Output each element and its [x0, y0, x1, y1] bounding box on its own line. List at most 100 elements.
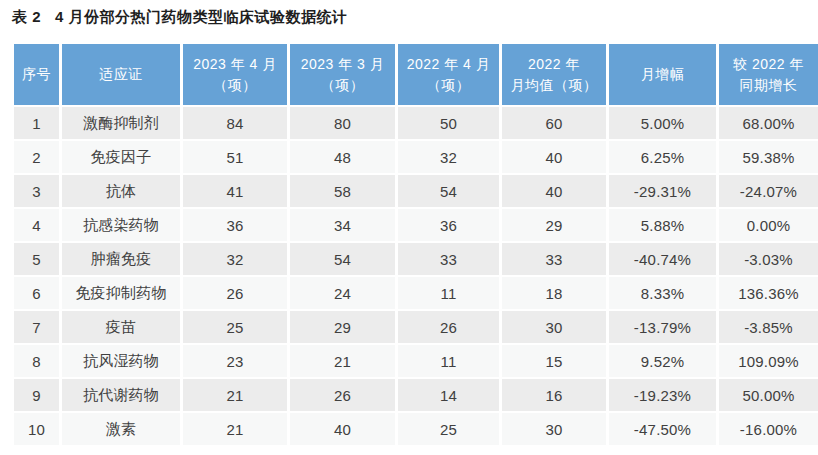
- table-row: 5 肿瘤免疫 32 54 33 33 -40.74% -3.03%: [14, 243, 818, 275]
- cell-index: 4: [14, 209, 59, 241]
- cell-mom-growth: 8.33%: [609, 277, 716, 309]
- cell-2022-avg: 60: [502, 107, 606, 139]
- cell-2022-04: 50: [398, 107, 499, 139]
- clinical-trials-table: 序号 适应证 2023 年 4 月 （项） 2023 年 3 月 （项） 202…: [11, 42, 818, 447]
- cell-2022-04: 36: [398, 209, 499, 241]
- cell-2023-04: 26: [183, 277, 287, 309]
- cell-2023-03: 48: [290, 141, 395, 173]
- cell-yoy-growth: -3.85%: [719, 311, 818, 343]
- cell-2023-03: 34: [290, 209, 395, 241]
- cell-index: 9: [14, 379, 59, 411]
- header-cell-index: 序号: [14, 44, 59, 105]
- cell-yoy-growth: 68.00%: [719, 107, 818, 139]
- cell-2023-04: 36: [183, 209, 287, 241]
- cell-2022-04: 33: [398, 243, 499, 275]
- table-caption: 4 月份部分热门药物类型临床试验数据统计: [55, 8, 348, 25]
- cell-2022-04: 25: [398, 413, 499, 445]
- cell-2023-04: 84: [183, 107, 287, 139]
- table-row: 9 抗代谢药物 21 26 14 16 -19.23% 50.00%: [14, 379, 818, 411]
- cell-index: 5: [14, 243, 59, 275]
- cell-yoy-growth: 0.00%: [719, 209, 818, 241]
- cell-2023-04: 32: [183, 243, 287, 275]
- cell-2022-04: 11: [398, 345, 499, 377]
- cell-2023-03: 21: [290, 345, 395, 377]
- cell-index: 8: [14, 345, 59, 377]
- cell-index: 10: [14, 413, 59, 445]
- cell-mom-growth: -47.50%: [609, 413, 716, 445]
- cell-2023-03: 54: [290, 243, 395, 275]
- cell-2022-04: 11: [398, 277, 499, 309]
- cell-2022-avg: 15: [502, 345, 606, 377]
- cell-mom-growth: 5.88%: [609, 209, 716, 241]
- cell-2022-avg: 33: [502, 243, 606, 275]
- cell-2022-04: 26: [398, 311, 499, 343]
- cell-2023-03: 58: [290, 175, 395, 207]
- cell-indication: 免疫抑制药物: [62, 277, 180, 309]
- cell-2022-avg: 16: [502, 379, 606, 411]
- cell-mom-growth: -19.23%: [609, 379, 716, 411]
- table-row: 1 激酶抑制剂 84 80 50 60 5.00% 68.00%: [14, 107, 818, 139]
- cell-2022-04: 54: [398, 175, 499, 207]
- cell-mom-growth: -29.31%: [609, 175, 716, 207]
- table-row: 7 疫苗 25 29 26 30 -13.79% -3.85%: [14, 311, 818, 343]
- cell-yoy-growth: 50.00%: [719, 379, 818, 411]
- cell-2023-04: 41: [183, 175, 287, 207]
- table-number: 表 2: [12, 8, 41, 25]
- cell-mom-growth: 5.00%: [609, 107, 716, 139]
- cell-2023-04: 21: [183, 413, 287, 445]
- table-row: 4 抗感染药物 36 34 36 29 5.88% 0.00%: [14, 209, 818, 241]
- cell-2023-04: 25: [183, 311, 287, 343]
- cell-indication: 抗感染药物: [62, 209, 180, 241]
- cell-2023-03: 80: [290, 107, 395, 139]
- cell-2023-03: 26: [290, 379, 395, 411]
- cell-2022-avg: 29: [502, 209, 606, 241]
- cell-2022-avg: 30: [502, 413, 606, 445]
- cell-indication: 抗风湿药物: [62, 345, 180, 377]
- header-cell-mom-growth: 月增幅: [609, 44, 716, 105]
- cell-2023-04: 23: [183, 345, 287, 377]
- cell-mom-growth: -13.79%: [609, 311, 716, 343]
- header-cell-2023-04: 2023 年 4 月 （项）: [183, 44, 287, 105]
- cell-yoy-growth: 109.09%: [719, 345, 818, 377]
- header-cell-2023-03: 2023 年 3 月 （项）: [290, 44, 395, 105]
- cell-indication: 抗体: [62, 175, 180, 207]
- table-row: 2 免疫因子 51 48 32 40 6.25% 59.38%: [14, 141, 818, 173]
- cell-mom-growth: 9.52%: [609, 345, 716, 377]
- cell-index: 1: [14, 107, 59, 139]
- table-title: 表 2 4 月份部分热门药物类型临床试验数据统计: [12, 8, 348, 27]
- cell-2022-04: 14: [398, 379, 499, 411]
- cell-yoy-growth: -3.03%: [719, 243, 818, 275]
- cell-indication: 疫苗: [62, 311, 180, 343]
- cell-2022-avg: 30: [502, 311, 606, 343]
- table-row: 3 抗体 41 58 54 40 -29.31% -24.07%: [14, 175, 818, 207]
- header-cell-indication: 适应证: [62, 44, 180, 105]
- cell-2023-04: 21: [183, 379, 287, 411]
- cell-2022-avg: 40: [502, 175, 606, 207]
- header-row: 序号 适应证 2023 年 4 月 （项） 2023 年 3 月 （项） 202…: [14, 44, 818, 105]
- cell-indication: 免疫因子: [62, 141, 180, 173]
- table-row: 8 抗风湿药物 23 21 11 15 9.52% 109.09%: [14, 345, 818, 377]
- header-cell-yoy-growth: 较 2022 年 同期增长: [719, 44, 818, 105]
- cell-index: 2: [14, 141, 59, 173]
- cell-index: 3: [14, 175, 59, 207]
- cell-indication: 激素: [62, 413, 180, 445]
- header-cell-2022-avg: 2022 年 月均值（项）: [502, 44, 606, 105]
- cell-yoy-growth: -16.00%: [719, 413, 818, 445]
- cell-2022-avg: 18: [502, 277, 606, 309]
- cell-yoy-growth: -24.07%: [719, 175, 818, 207]
- cell-yoy-growth: 59.38%: [719, 141, 818, 173]
- cell-2023-03: 40: [290, 413, 395, 445]
- cell-2023-03: 29: [290, 311, 395, 343]
- cell-mom-growth: 6.25%: [609, 141, 716, 173]
- cell-yoy-growth: 136.36%: [719, 277, 818, 309]
- cell-2023-03: 24: [290, 277, 395, 309]
- cell-2023-04: 51: [183, 141, 287, 173]
- cell-index: 7: [14, 311, 59, 343]
- table-row: 6 免疫抑制药物 26 24 11 18 8.33% 136.36%: [14, 277, 818, 309]
- cell-indication: 激酶抑制剂: [62, 107, 180, 139]
- cell-2022-avg: 40: [502, 141, 606, 173]
- cell-index: 6: [14, 277, 59, 309]
- cell-mom-growth: -40.74%: [609, 243, 716, 275]
- cell-2022-04: 32: [398, 141, 499, 173]
- cell-indication: 肿瘤免疫: [62, 243, 180, 275]
